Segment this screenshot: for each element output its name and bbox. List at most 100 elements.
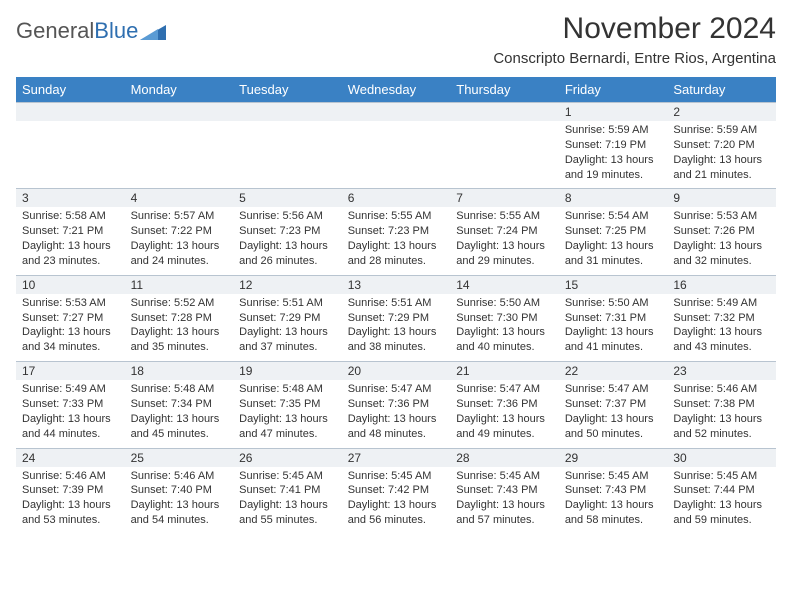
daylight-text-1: Daylight: 13 hours xyxy=(22,239,119,254)
title-area: November 2024 Conscripto Bernardi, Entre… xyxy=(493,12,776,73)
day-data-cell: Sunrise: 5:51 AMSunset: 7:29 PMDaylight:… xyxy=(342,294,451,362)
day-data-cell xyxy=(233,121,342,189)
day-number-cell: 29 xyxy=(559,448,668,467)
day-number-cell: 22 xyxy=(559,362,668,381)
daylight-text-1: Daylight: 13 hours xyxy=(239,325,336,340)
sunset-text: Sunset: 7:42 PM xyxy=(348,483,445,498)
day-data-cell: Sunrise: 5:45 AMSunset: 7:43 PMDaylight:… xyxy=(559,467,668,534)
sunrise-text: Sunrise: 5:52 AM xyxy=(131,296,228,311)
day-data-row: Sunrise: 5:53 AMSunset: 7:27 PMDaylight:… xyxy=(16,294,776,362)
daylight-text-2: and 48 minutes. xyxy=(348,427,445,442)
day-number-cell: 4 xyxy=(125,189,234,208)
daylight-text-2: and 53 minutes. xyxy=(22,513,119,528)
daylight-text-2: and 29 minutes. xyxy=(456,254,553,269)
sunrise-text: Sunrise: 5:53 AM xyxy=(673,209,770,224)
sunrise-text: Sunrise: 5:45 AM xyxy=(673,469,770,484)
daylight-text-1: Daylight: 13 hours xyxy=(131,239,228,254)
day-number-cell: 6 xyxy=(342,189,451,208)
day-data-row: Sunrise: 5:46 AMSunset: 7:39 PMDaylight:… xyxy=(16,467,776,534)
day-data-cell: Sunrise: 5:45 AMSunset: 7:43 PMDaylight:… xyxy=(450,467,559,534)
sunrise-text: Sunrise: 5:45 AM xyxy=(565,469,662,484)
weekday-header: Thursday xyxy=(450,77,559,103)
daylight-text-1: Daylight: 13 hours xyxy=(456,412,553,427)
day-number-cell: 14 xyxy=(450,275,559,294)
day-number-cell: 28 xyxy=(450,448,559,467)
sunset-text: Sunset: 7:40 PM xyxy=(131,483,228,498)
daylight-text-1: Daylight: 13 hours xyxy=(22,412,119,427)
day-number-cell: 11 xyxy=(125,275,234,294)
sunset-text: Sunset: 7:43 PM xyxy=(456,483,553,498)
sunrise-text: Sunrise: 5:51 AM xyxy=(239,296,336,311)
daylight-text-2: and 37 minutes. xyxy=(239,340,336,355)
sunrise-text: Sunrise: 5:57 AM xyxy=(131,209,228,224)
sunrise-text: Sunrise: 5:46 AM xyxy=(22,469,119,484)
sunrise-text: Sunrise: 5:50 AM xyxy=(565,296,662,311)
sunrise-text: Sunrise: 5:49 AM xyxy=(22,382,119,397)
sunset-text: Sunset: 7:31 PM xyxy=(565,311,662,326)
location-label: Conscripto Bernardi, Entre Rios, Argenti… xyxy=(493,50,776,67)
sunrise-text: Sunrise: 5:45 AM xyxy=(456,469,553,484)
sunrise-text: Sunrise: 5:46 AM xyxy=(673,382,770,397)
sunrise-text: Sunrise: 5:56 AM xyxy=(239,209,336,224)
day-number-cell: 8 xyxy=(559,189,668,208)
sunrise-text: Sunrise: 5:49 AM xyxy=(673,296,770,311)
sunset-text: Sunset: 7:33 PM xyxy=(22,397,119,412)
daylight-text-1: Daylight: 13 hours xyxy=(565,325,662,340)
daylight-text-2: and 49 minutes. xyxy=(456,427,553,442)
daylight-text-2: and 23 minutes. xyxy=(22,254,119,269)
daylight-text-1: Daylight: 13 hours xyxy=(348,239,445,254)
weekday-header: Tuesday xyxy=(233,77,342,103)
daylight-text-2: and 32 minutes. xyxy=(673,254,770,269)
daylight-text-2: and 43 minutes. xyxy=(673,340,770,355)
day-data-row: Sunrise: 5:49 AMSunset: 7:33 PMDaylight:… xyxy=(16,380,776,448)
day-data-cell: Sunrise: 5:53 AMSunset: 7:26 PMDaylight:… xyxy=(667,207,776,275)
day-data-cell: Sunrise: 5:45 AMSunset: 7:44 PMDaylight:… xyxy=(667,467,776,534)
daylight-text-2: and 40 minutes. xyxy=(456,340,553,355)
sunset-text: Sunset: 7:29 PM xyxy=(239,311,336,326)
sunrise-text: Sunrise: 5:53 AM xyxy=(22,296,119,311)
day-data-cell: Sunrise: 5:55 AMSunset: 7:23 PMDaylight:… xyxy=(342,207,451,275)
sunrise-text: Sunrise: 5:58 AM xyxy=(22,209,119,224)
daylight-text-1: Daylight: 13 hours xyxy=(131,325,228,340)
day-data-cell xyxy=(450,121,559,189)
daylight-text-1: Daylight: 13 hours xyxy=(673,498,770,513)
daylight-text-1: Daylight: 13 hours xyxy=(348,325,445,340)
day-number-cell: 3 xyxy=(16,189,125,208)
day-number-cell: 23 xyxy=(667,362,776,381)
sunrise-text: Sunrise: 5:55 AM xyxy=(348,209,445,224)
day-number-cell: 13 xyxy=(342,275,451,294)
day-number-cell: 15 xyxy=(559,275,668,294)
day-data-cell: Sunrise: 5:46 AMSunset: 7:39 PMDaylight:… xyxy=(16,467,125,534)
day-data-cell: Sunrise: 5:49 AMSunset: 7:33 PMDaylight:… xyxy=(16,380,125,448)
day-data-row: Sunrise: 5:58 AMSunset: 7:21 PMDaylight:… xyxy=(16,207,776,275)
logo-text: GeneralBlue xyxy=(16,18,138,44)
sunset-text: Sunset: 7:19 PM xyxy=(565,138,662,153)
day-data-cell: Sunrise: 5:55 AMSunset: 7:24 PMDaylight:… xyxy=(450,207,559,275)
daylight-text-2: and 21 minutes. xyxy=(673,168,770,183)
day-number-cell: 10 xyxy=(16,275,125,294)
daylight-text-2: and 35 minutes. xyxy=(131,340,228,355)
sunrise-text: Sunrise: 5:48 AM xyxy=(239,382,336,397)
day-number-cell: 12 xyxy=(233,275,342,294)
daylight-text-2: and 58 minutes. xyxy=(565,513,662,528)
day-data-cell: Sunrise: 5:48 AMSunset: 7:35 PMDaylight:… xyxy=(233,380,342,448)
day-number-cell xyxy=(450,103,559,122)
weekday-header: Friday xyxy=(559,77,668,103)
logo: GeneralBlue xyxy=(16,18,166,44)
sunset-text: Sunset: 7:36 PM xyxy=(456,397,553,412)
logo-text-general: General xyxy=(16,18,94,43)
day-data-cell: Sunrise: 5:46 AMSunset: 7:38 PMDaylight:… xyxy=(667,380,776,448)
sunset-text: Sunset: 7:43 PM xyxy=(565,483,662,498)
day-number-cell: 9 xyxy=(667,189,776,208)
daylight-text-1: Daylight: 13 hours xyxy=(239,239,336,254)
daylight-text-2: and 24 minutes. xyxy=(131,254,228,269)
day-data-cell: Sunrise: 5:53 AMSunset: 7:27 PMDaylight:… xyxy=(16,294,125,362)
weekday-header-row: Sunday Monday Tuesday Wednesday Thursday… xyxy=(16,77,776,103)
daylight-text-1: Daylight: 13 hours xyxy=(456,498,553,513)
day-data-cell: Sunrise: 5:45 AMSunset: 7:41 PMDaylight:… xyxy=(233,467,342,534)
day-number-cell: 20 xyxy=(342,362,451,381)
day-number-row: 3456789 xyxy=(16,189,776,208)
day-number-cell: 30 xyxy=(667,448,776,467)
day-number-cell xyxy=(125,103,234,122)
daylight-text-2: and 56 minutes. xyxy=(348,513,445,528)
